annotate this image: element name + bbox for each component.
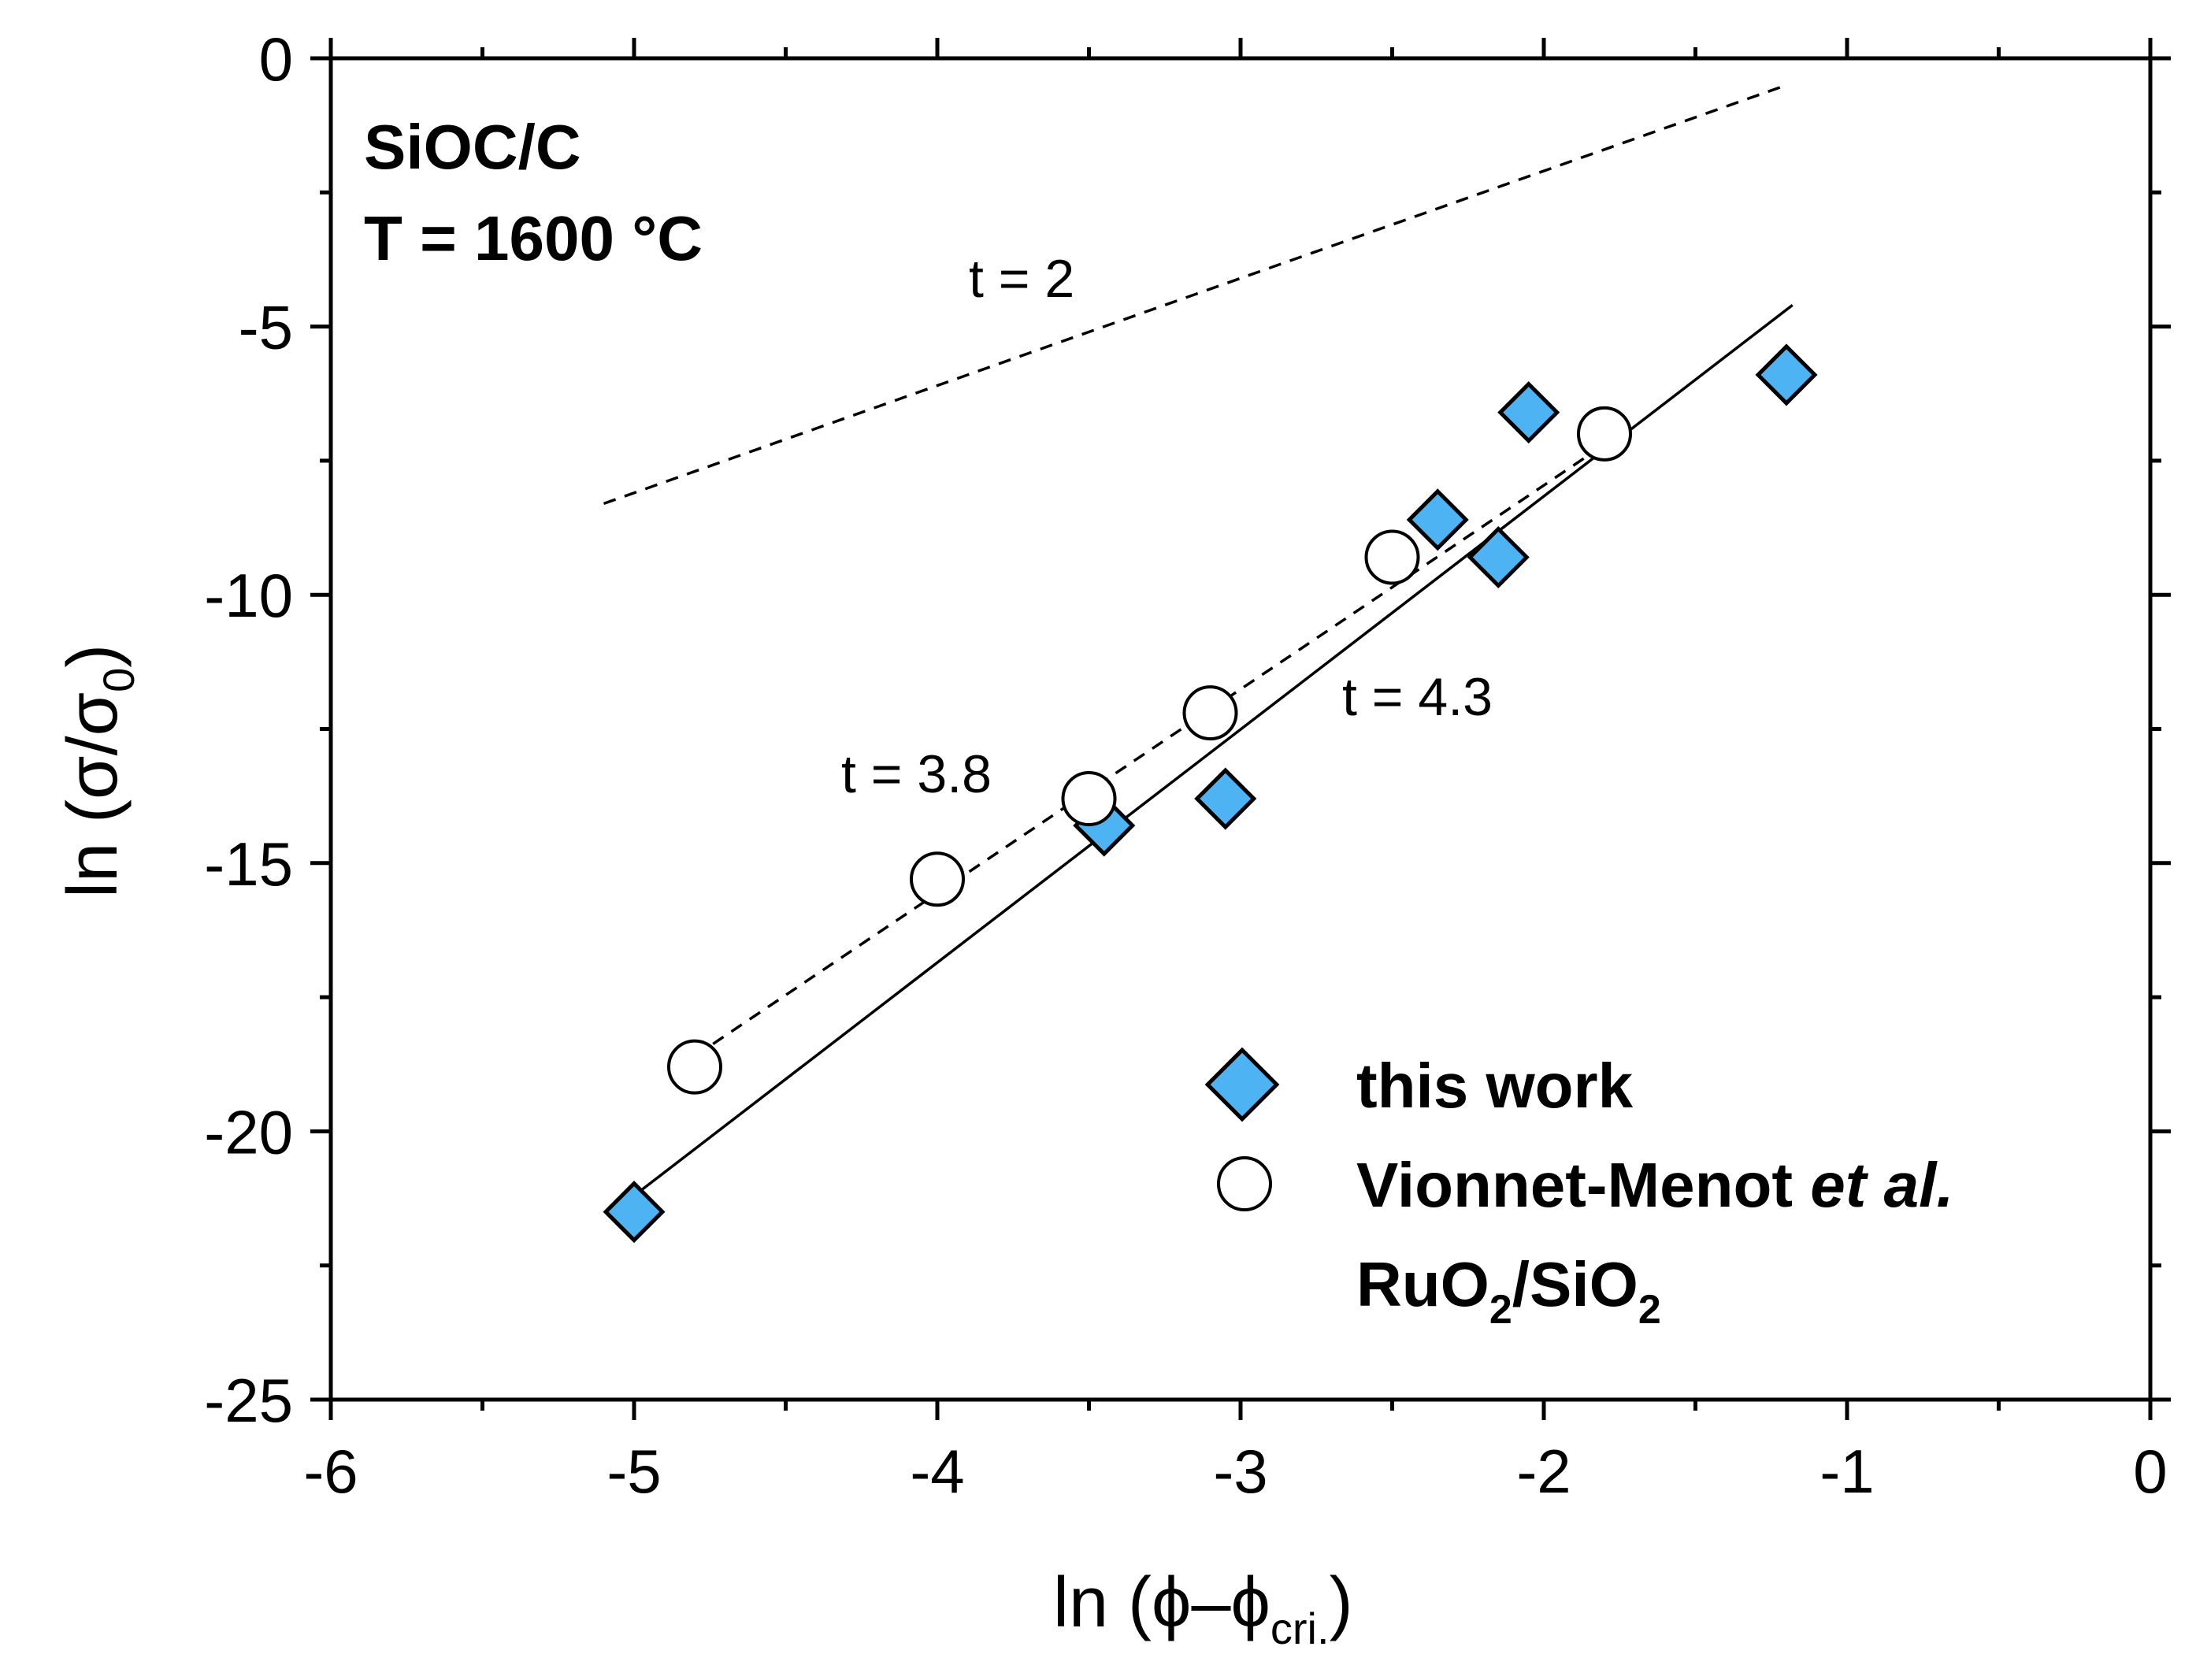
fit-lines <box>603 83 1794 1197</box>
data-point-vionnet-menot <box>1061 771 1117 827</box>
data-point-vionnet-menot <box>910 851 965 907</box>
legend-label-vionnet-italic: et al. <box>1810 1150 1953 1220</box>
y-title-suffix: ) <box>54 644 132 668</box>
legend-marker-circle <box>1217 1156 1272 1211</box>
y-title-prefix: ln ( <box>54 799 132 898</box>
fit-line-t-2 <box>603 83 1787 506</box>
data-point-this-work <box>1406 488 1469 551</box>
x-axis-title: ln (ϕ–ϕcri.) <box>1053 1563 1353 1653</box>
annotation-t43: t = 4.3 <box>1342 667 1493 727</box>
x-tick-label: -5 <box>606 1437 661 1506</box>
y-tick-label: 0 <box>259 24 293 94</box>
x-tick-label: -3 <box>1213 1437 1267 1506</box>
x-tick-label: -4 <box>910 1437 964 1506</box>
legend-label-vionnet: Vionnet-Menot et al. <box>1356 1150 1954 1220</box>
data-point-this-work <box>1194 767 1257 830</box>
y-title-slash: / <box>54 736 132 755</box>
data-point-vionnet-menot <box>667 1039 722 1095</box>
y-title-sub: 0 <box>94 668 143 692</box>
legend-label-vionnet-main: Vionnet-Menot <box>1356 1150 1810 1220</box>
x-tick-label: -2 <box>1516 1437 1571 1506</box>
x-tick-label: -6 <box>303 1437 358 1506</box>
legend-sub1: 2 <box>1489 1287 1512 1333</box>
annotation-t38: t = 3.8 <box>841 744 992 804</box>
x-title-suffix: ) <box>1330 1563 1353 1642</box>
x-title-sub: cri. <box>1270 1604 1330 1653</box>
y-tick-label: -25 <box>204 1366 293 1435</box>
data-point-this-work <box>1467 525 1530 589</box>
legend-marker-diamond <box>1204 1047 1280 1122</box>
data-point-this-work <box>1755 343 1818 406</box>
data-point-this-work <box>603 1181 666 1244</box>
y-tick-label: -15 <box>204 829 293 899</box>
y-title-sigma2: σ <box>54 692 132 736</box>
legend-label-ruo2-sio2: RuO2/SiO2 <box>1356 1249 1661 1333</box>
legend-label-this-work: this work <box>1356 1051 1634 1121</box>
legend: this work Vionnet-Menot et al. RuO2/SiO2 <box>1204 1047 1954 1333</box>
annotation-temperature: T = 1600 °C <box>364 203 703 273</box>
data-point-vionnet-menot <box>1364 529 1420 585</box>
data-point-this-work <box>1497 381 1560 444</box>
y-title-sigma1: σ <box>54 755 132 799</box>
data-point-vionnet-menot <box>1577 406 1632 462</box>
x-tick-label: 0 <box>2133 1437 2167 1506</box>
data-markers <box>603 343 1818 1244</box>
x-title-prefix: ln ( <box>1053 1563 1152 1642</box>
x-title-dash: – <box>1191 1563 1231 1642</box>
y-axis-title: ln (σ/σ0) <box>54 644 143 898</box>
annotation-material: SiOC/C <box>364 112 581 182</box>
legend-sub2: 2 <box>1638 1287 1661 1333</box>
y-tick-label: -5 <box>239 293 293 362</box>
x-title-phi1: ϕ <box>1152 1563 1191 1642</box>
fit-line-t-3-8 <box>694 443 1605 1058</box>
y-tick-label: -10 <box>204 561 293 630</box>
axis-ticks <box>310 38 2171 1420</box>
y-tick-label: -20 <box>204 1097 293 1166</box>
tick-labels: -6 -5 -4 -3 -2 -1 00-5-10-15-20-25 <box>204 24 2167 1506</box>
x-tick-label: -1 <box>1819 1437 1874 1506</box>
x-title-phi2: ϕ <box>1231 1563 1270 1642</box>
data-point-vionnet-menot <box>1182 685 1238 741</box>
legend-sio: /SiO <box>1512 1249 1638 1319</box>
annotation-t2: t = 2 <box>969 249 1074 309</box>
legend-ruo: RuO <box>1356 1249 1489 1319</box>
